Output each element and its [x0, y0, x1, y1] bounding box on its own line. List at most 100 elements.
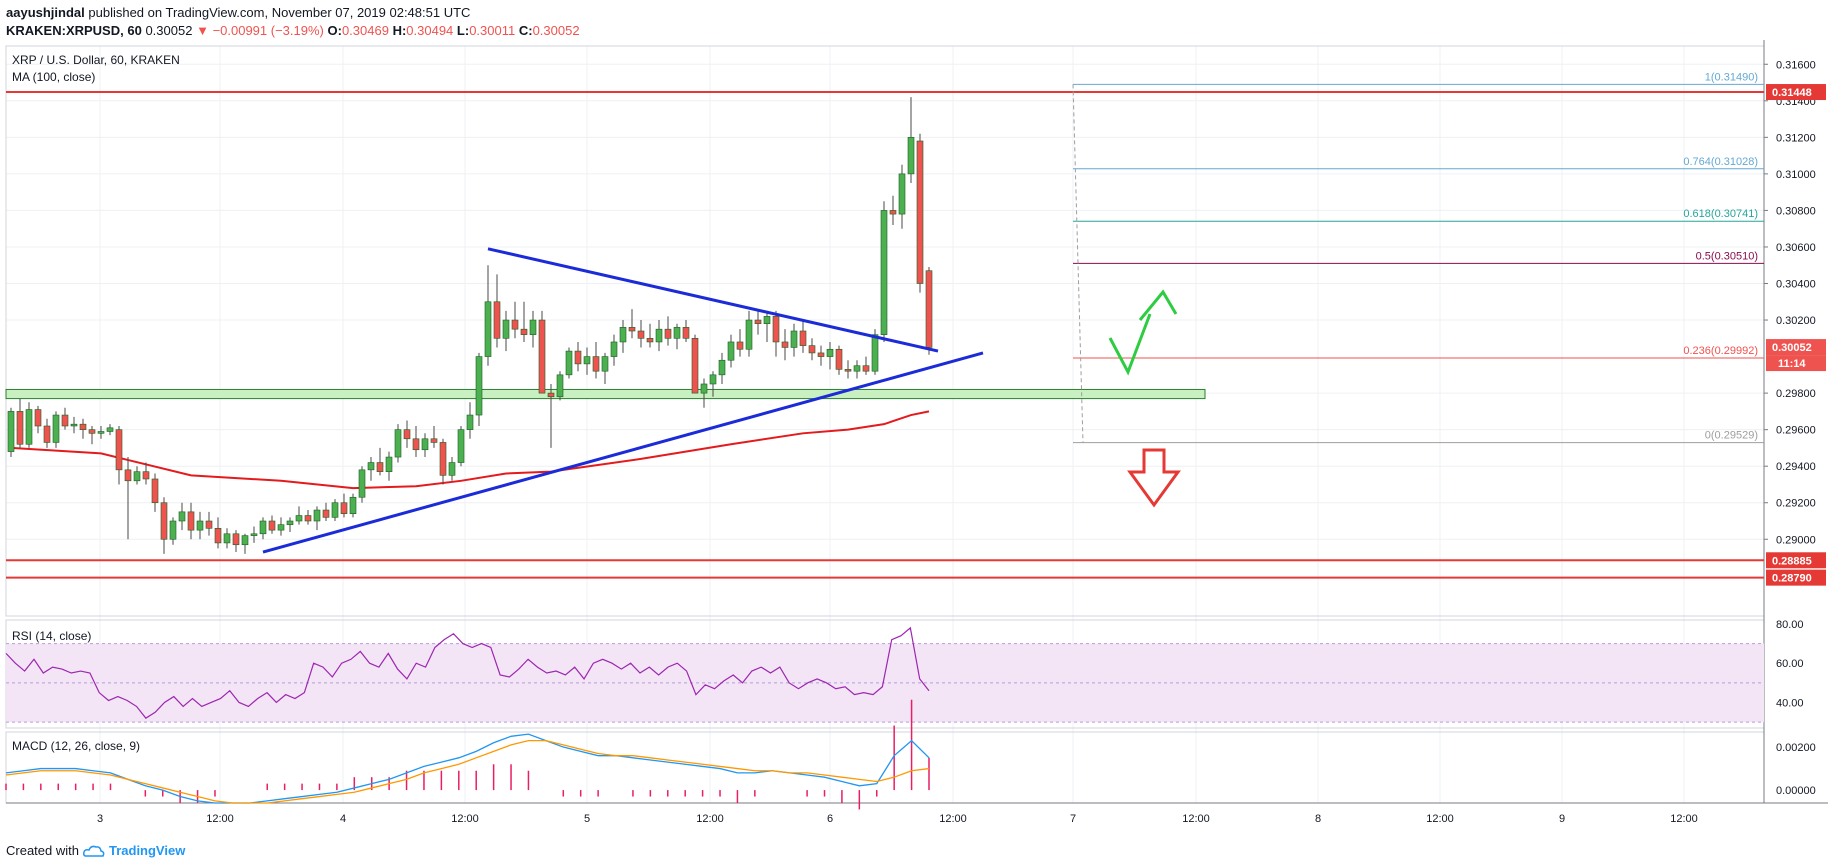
macd-line — [5, 733, 930, 804]
ohlc-line: KRAKEN:XRPUSD, 60 0.30052 ▼ −0.00991 (−3… — [6, 22, 580, 40]
fib-label-3: 0.5(0.30510) — [1696, 250, 1758, 262]
candle-101 — [916, 140, 924, 284]
price-badge-bg-2 — [1766, 569, 1826, 586]
trendlines[interactable] — [262, 247, 984, 554]
candle-8 — [79, 423, 87, 430]
candle-84 — [763, 316, 771, 324]
candle-49 — [448, 462, 456, 476]
candle-67 — [610, 341, 618, 357]
countdown-bg — [1766, 355, 1826, 372]
fib-label-4: 0.236(0.29992) — [1683, 345, 1758, 357]
time-tick-0: 3 — [97, 813, 103, 825]
candle-80 — [727, 341, 735, 361]
time-tick-3: 12:00 — [451, 813, 479, 825]
close-label: C: — [518, 23, 533, 38]
price-tick-10: 0.29400 — [1776, 461, 1816, 473]
price-badge-1: 0.28885 — [1772, 555, 1812, 567]
price-tick-7: 0.30200 — [1776, 315, 1816, 327]
candle-21 — [196, 520, 204, 531]
candle-15 — [142, 471, 150, 480]
candle-14 — [133, 471, 141, 482]
macd-legend: MACD (12, 26, close, 9) — [12, 739, 140, 753]
price-tick-3: 0.31000 — [1776, 169, 1816, 181]
rsi-line — [5, 626, 930, 719]
candle-11 — [106, 427, 114, 432]
candle-19 — [178, 511, 186, 522]
candle-17 — [160, 502, 168, 540]
countdown-label: 11:14 — [1778, 358, 1806, 370]
candle-72 — [655, 328, 663, 343]
price-badge-bg-1 — [1766, 552, 1826, 569]
candle-33 — [304, 515, 312, 522]
time-tick-10: 8 — [1315, 813, 1321, 825]
price-change: −0.00991 (−3.19%) — [212, 23, 324, 38]
candle-68 — [619, 327, 627, 343]
author-name[interactable]: aayushjindal — [6, 5, 85, 20]
candle-41 — [376, 462, 384, 472]
candle-6 — [61, 414, 69, 427]
price-tick-6: 0.30400 — [1776, 279, 1816, 291]
candle-59 — [538, 319, 546, 394]
candle-52 — [475, 356, 483, 416]
price-badge-bg-0 — [1766, 84, 1826, 101]
candle-90 — [817, 352, 825, 357]
publish-line: aayushjindal published on TradingView.co… — [6, 4, 580, 22]
price-tick-0: 0.31600 — [1776, 59, 1816, 71]
price-tick-12: 0.29000 — [1776, 534, 1816, 546]
candle-29 — [268, 520, 276, 531]
candle-61 — [556, 374, 564, 398]
candle-55 — [502, 319, 510, 339]
candle-64 — [583, 356, 591, 365]
fib-label-0: 1(0.31490) — [1705, 71, 1758, 83]
candle-20 — [187, 511, 195, 531]
rsi-pane: 80.00 60.00 40.00 — [5, 619, 1804, 723]
candle-44 — [403, 429, 411, 440]
time-tick-6: 6 — [827, 813, 833, 825]
price-tick-8: 0.29800 — [1776, 388, 1816, 400]
price-badge-0: 0.31448 — [1772, 87, 1812, 99]
candle-42 — [385, 456, 393, 472]
down-triangle-icon: ▼ — [196, 23, 209, 38]
tradingview-brand[interactable]: TradingView — [108, 843, 186, 858]
open-value: 0.30469 — [341, 23, 389, 38]
price-badge-3: 0.30052 — [1772, 342, 1812, 354]
candle-0 — [7, 411, 15, 452]
price-tick-4: 0.30800 — [1776, 205, 1816, 217]
candle-57 — [520, 328, 528, 335]
time-tick-12: 9 — [1559, 813, 1565, 825]
candle-65 — [592, 356, 600, 372]
green-check-arrow — [1108, 313, 1152, 376]
close-value: 0.30052 — [532, 23, 580, 38]
fib-retracement[interactable]: 1(0.31490) 0.764(0.31028) 0.618(0.30741) 0.… — [1072, 71, 1764, 444]
candle-3 — [34, 409, 42, 427]
chart-canvas[interactable]: 1(0.31490) 0.764(0.31028) 0.618(0.30741) 0.… — [0, 0, 1828, 840]
candle-73 — [664, 328, 672, 339]
candle-87 — [790, 330, 798, 348]
macd-pane: 0.00200 0.00000 — [5, 699, 1816, 810]
ma100-polyline — [10, 410, 930, 490]
candles — [7, 97, 933, 554]
candle-48 — [439, 442, 447, 476]
candle-88 — [799, 330, 807, 346]
candle-99 — [898, 173, 906, 215]
macd-tick-1: 0.00000 — [1776, 785, 1816, 797]
time-tick-8: 7 — [1070, 813, 1076, 825]
candle-56 — [511, 319, 519, 330]
rsi-legend: RSI (14, close) — [12, 629, 91, 643]
candle-94 — [853, 365, 861, 372]
time-axis[interactable]: 3 12:00 4 12:00 5 12:00 6 12:00 7 12:00 8 12:00 9 12:… — [97, 813, 1698, 825]
candle-36 — [331, 502, 339, 518]
price-axis[interactable]: 0.316000.314000.312000.310000.308000.306… — [1764, 59, 1826, 586]
candle-78 — [709, 374, 717, 385]
candle-60 — [547, 392, 555, 398]
time-tick-13: 12:00 — [1670, 813, 1698, 825]
candle-93 — [844, 369, 852, 372]
candle-98 — [889, 210, 897, 215]
candle-38 — [349, 496, 357, 514]
candle-47 — [430, 438, 438, 443]
candle-2 — [25, 409, 33, 445]
candle-91 — [826, 348, 834, 357]
candle-9 — [88, 429, 96, 434]
candle-79 — [718, 359, 726, 376]
trendline-ascending — [262, 351, 984, 554]
